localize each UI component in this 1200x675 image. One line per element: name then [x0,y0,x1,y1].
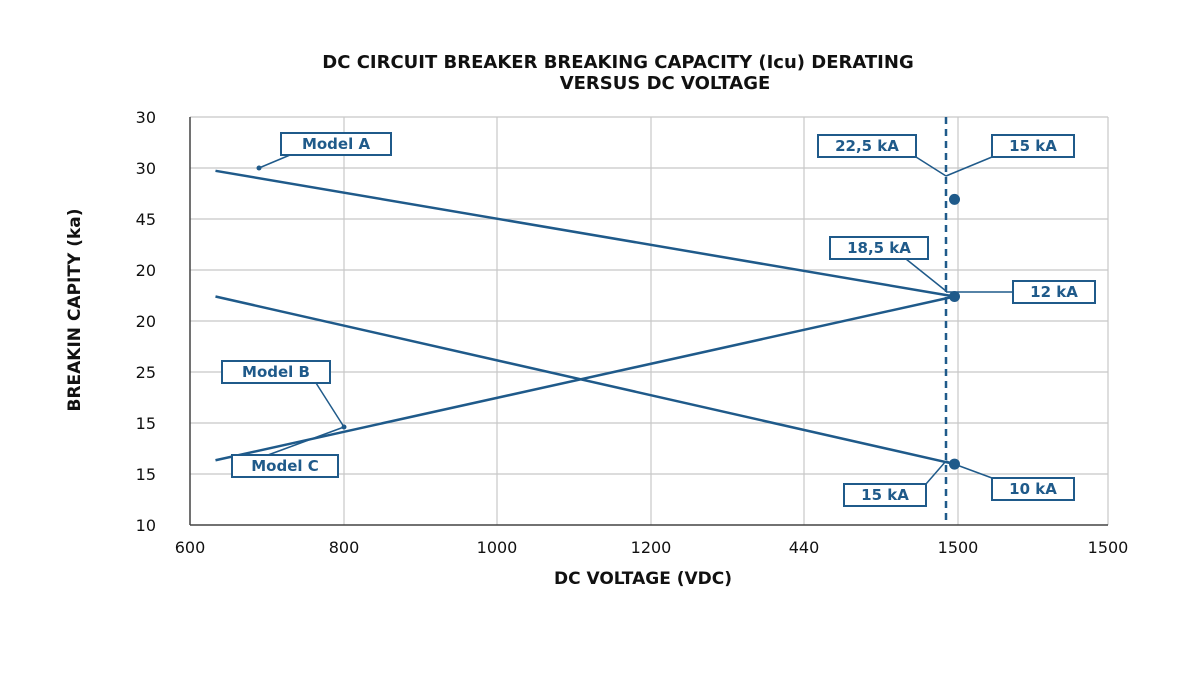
y-axis-ticks: 30 30 45 20 20 25 15 15 10 [136,108,156,535]
callout-box [829,236,929,260]
callouts: Model A Model B Model C 22,5 kA 15 kA 18,5 kA… [221,132,1096,507]
callout-label: 15 kA [861,486,909,504]
callout-label: 12 kA [1030,283,1078,301]
chart-title: DC CIRCUIT BREAKER BREAKING CAPACITY (Ic… [322,52,913,94]
series-line-3 [215,295,955,462]
chart-title-line-1: DC CIRCUIT BREAKER BREAKING CAPACITY (Ic… [322,52,913,73]
y-tick-label: 15 [136,414,156,433]
x-tick-label: 1000 [477,538,518,557]
y-tick-label: 20 [136,312,156,331]
callout-box [280,132,392,156]
y-axis-title: BREAKIN CAPITY (ka) [65,208,85,411]
grid [190,116,1109,525]
callout-leader [945,156,993,177]
callout: 15 kA [991,134,1075,158]
y-tick-label: 30 [136,108,156,127]
anchor-dot [341,424,347,430]
callout: 15 kA [843,483,927,507]
callout: Model C [231,454,339,478]
callout-leader [267,426,345,456]
callout-label: 10 kA [1009,480,1057,498]
callout-label: 15 kA [1009,137,1057,155]
callout-leader [315,382,345,428]
callout: 18,5 kA [829,236,929,260]
x-tick-label: 1200 [631,538,672,557]
marker-point [948,193,960,205]
x-axis-title: DC VOLTAGE (VDC) [554,569,732,589]
callout-leader [905,258,947,292]
y-tick-label: 45 [136,210,156,229]
callout: 22,5 kA [817,134,917,158]
anchor-dot [256,165,262,171]
callout-box [1012,280,1096,304]
x-tick-label: 600 [175,538,206,557]
x-tick-label: 800 [329,538,360,557]
callout-label: Model C [251,457,319,475]
series-line-2 [215,295,955,466]
callout: 10 kA [991,477,1075,501]
callout-box [991,134,1075,158]
y-tick-label: 15 [136,465,156,484]
callout-box [991,477,1075,501]
y-tick-label: 25 [136,363,156,382]
callout-box [231,454,339,478]
callout-leader [925,460,947,485]
y-tick-label: 30 [136,159,156,178]
callout-box [817,134,917,158]
callout-label: 22,5 kA [835,137,899,155]
marker-point [948,458,960,470]
x-tick-label: 1500 [1088,538,1129,557]
callout-label: 18,5 kA [847,239,911,257]
marker-point [948,290,960,302]
markers [256,165,960,470]
callout-box [843,483,927,507]
y-tick-label: 10 [136,516,156,535]
callout: Model A [280,132,392,156]
callout-leader [258,154,291,169]
callout: Model B [221,360,331,384]
x-tick-label: 1500 [938,538,979,557]
callout-label: Model A [302,135,371,153]
callout-label: Model B [242,363,310,381]
chart-title-line-2: VERSUS DC VOLTAGE [560,73,771,94]
callout-box [221,360,331,384]
callout-leader [915,156,947,177]
x-axis-ticks: 600 800 1000 1200 440 1500 1500 [175,538,1129,557]
x-tick-label: 440 [789,538,820,557]
series-lines [215,169,955,466]
callout: 12 kA [1012,280,1096,304]
series-line-1 [215,169,955,298]
leader-lines [258,154,1013,485]
y-tick-label: 20 [136,261,156,280]
